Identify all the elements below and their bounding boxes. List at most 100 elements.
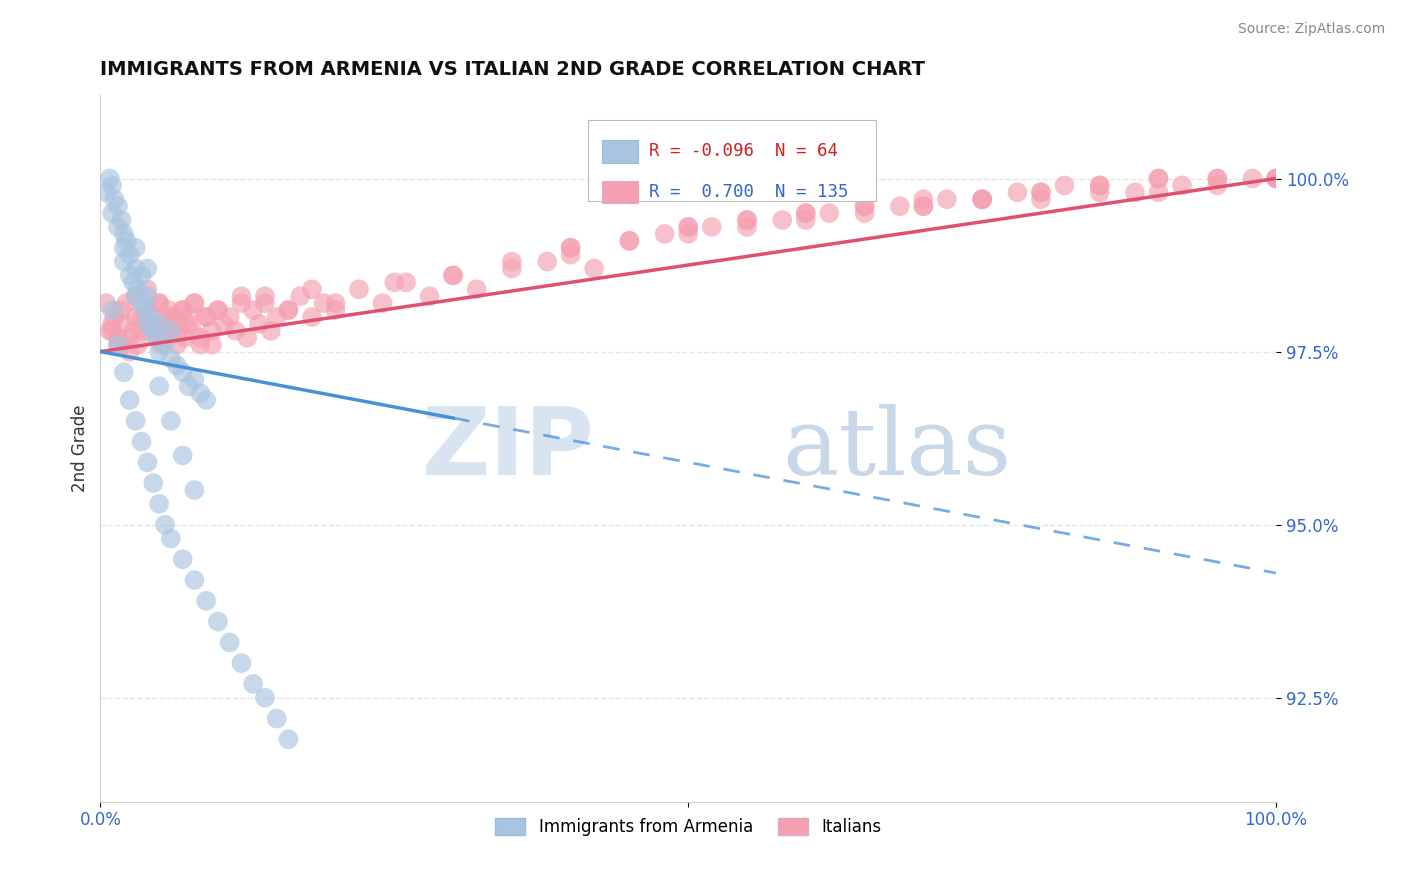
Point xyxy=(112,254,135,268)
Point xyxy=(124,414,146,428)
Point xyxy=(136,455,159,469)
Point xyxy=(118,344,141,359)
Point xyxy=(172,303,194,318)
Point xyxy=(107,331,129,345)
Point xyxy=(195,392,218,407)
Point xyxy=(103,310,125,324)
Point xyxy=(231,656,253,670)
Point xyxy=(172,449,194,463)
Text: atlas: atlas xyxy=(782,403,1011,493)
Point xyxy=(325,303,347,318)
Text: IMMIGRANTS FROM ARMENIA VS ITALIAN 2ND GRADE CORRELATION CHART: IMMIGRANTS FROM ARMENIA VS ITALIAN 2ND G… xyxy=(100,60,925,78)
Point xyxy=(124,289,146,303)
Point xyxy=(277,303,299,318)
Point xyxy=(1147,186,1170,200)
Point xyxy=(107,337,129,351)
Point xyxy=(212,317,235,331)
Point xyxy=(465,282,488,296)
Point xyxy=(131,324,153,338)
Point xyxy=(1088,178,1111,193)
Point xyxy=(290,289,312,303)
Point xyxy=(266,711,288,725)
Point xyxy=(536,254,558,268)
Point xyxy=(115,234,138,248)
Point xyxy=(207,615,229,629)
Point xyxy=(1029,186,1052,200)
Point xyxy=(160,324,183,338)
Point xyxy=(395,276,418,290)
Point xyxy=(124,241,146,255)
Point xyxy=(103,192,125,206)
Point xyxy=(818,206,841,220)
Point xyxy=(1053,178,1076,193)
Point xyxy=(201,324,224,338)
Point xyxy=(177,379,200,393)
Point xyxy=(142,310,165,324)
Point xyxy=(1007,186,1029,200)
Point xyxy=(441,268,464,283)
Point xyxy=(972,192,994,206)
Point xyxy=(112,317,135,331)
Point xyxy=(112,227,135,241)
Point xyxy=(124,310,146,324)
Point xyxy=(1029,192,1052,206)
Point xyxy=(110,213,132,227)
Point xyxy=(676,227,699,241)
Point xyxy=(181,324,204,338)
Point xyxy=(889,199,911,213)
Bar xyxy=(602,180,638,203)
Legend: Immigrants from Armenia, Italians: Immigrants from Armenia, Italians xyxy=(488,811,889,843)
Point xyxy=(136,303,159,318)
Point xyxy=(172,552,194,566)
Point xyxy=(107,219,129,234)
Point xyxy=(148,497,170,511)
Point xyxy=(700,219,723,234)
Point xyxy=(619,234,641,248)
Point xyxy=(98,171,121,186)
Point xyxy=(242,677,264,691)
Point xyxy=(619,234,641,248)
Point xyxy=(253,289,276,303)
Point xyxy=(301,282,323,296)
Point xyxy=(183,296,205,310)
Point xyxy=(142,476,165,491)
Text: R = -0.096  N = 64: R = -0.096 N = 64 xyxy=(650,142,838,161)
Point xyxy=(150,337,173,351)
Point xyxy=(188,386,211,401)
Point xyxy=(266,310,288,324)
Point xyxy=(138,324,160,338)
Point xyxy=(160,351,183,366)
Point xyxy=(148,317,170,331)
Point xyxy=(101,303,124,318)
Point xyxy=(1088,178,1111,193)
Point xyxy=(146,331,169,345)
Point xyxy=(160,310,183,324)
Point xyxy=(183,372,205,386)
Point xyxy=(157,303,180,318)
Text: Source: ZipAtlas.com: Source: ZipAtlas.com xyxy=(1237,22,1385,37)
Point xyxy=(735,213,758,227)
Point xyxy=(124,289,146,303)
Point xyxy=(172,303,194,318)
Point xyxy=(218,635,240,649)
Point xyxy=(162,310,184,324)
Point xyxy=(371,296,394,310)
Point xyxy=(207,303,229,318)
Point xyxy=(1147,171,1170,186)
Point xyxy=(118,392,141,407)
Point xyxy=(1206,178,1229,193)
Point xyxy=(101,324,124,338)
Point xyxy=(188,331,211,345)
Point xyxy=(676,219,699,234)
Point xyxy=(131,296,153,310)
Point xyxy=(166,359,188,373)
Text: R =  0.700  N = 135: R = 0.700 N = 135 xyxy=(650,183,849,201)
Point xyxy=(96,296,118,310)
Point xyxy=(560,241,582,255)
Point xyxy=(1265,171,1288,186)
Point xyxy=(347,282,370,296)
Point xyxy=(136,317,159,331)
Point xyxy=(153,517,176,532)
Point xyxy=(201,337,224,351)
Point xyxy=(1265,171,1288,186)
